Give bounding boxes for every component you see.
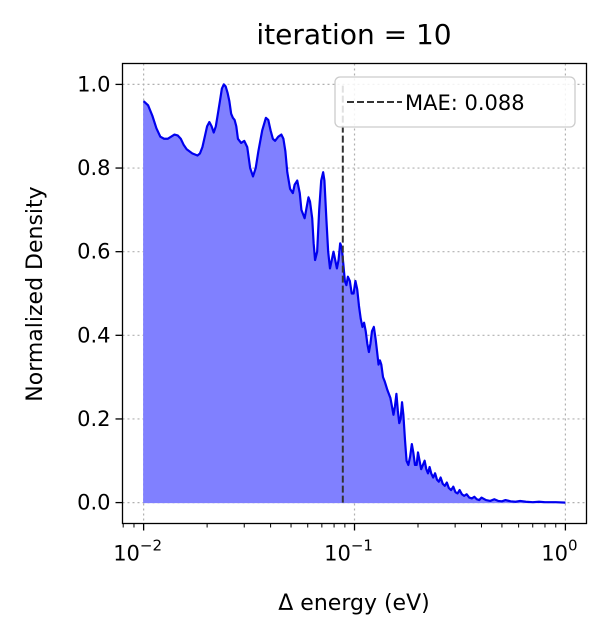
- y-tick-label: 1.0: [77, 72, 110, 96]
- chart-title: iteration = 10: [256, 18, 451, 51]
- legend-mae-label: MAE: 0.088: [405, 91, 525, 115]
- density-curve: [142, 83, 566, 504]
- legend-box: [334, 76, 576, 128]
- x-axis-label: Δ energy (eV): [278, 591, 429, 616]
- y-tick-label: 0.8: [77, 156, 110, 180]
- y-axis-ticks: 0.0 0.2 0.4 0.6 0.8 1.0: [77, 72, 123, 515]
- x-tick-label: 10−2: [113, 537, 162, 566]
- x-tick-label: 100: [541, 537, 577, 566]
- y-tick-label: 0.2: [77, 407, 110, 431]
- y-axis-label: Normalized Density: [23, 186, 48, 401]
- legend: MAE: 0.088: [334, 76, 576, 128]
- density-line: [142, 83, 566, 504]
- y-tick-label: 0.6: [77, 240, 110, 264]
- y-tick-label: 0.0: [77, 491, 110, 515]
- x-tick-label: 10−1: [324, 537, 373, 566]
- x-axis-ticks: 10−2 10−1 100: [113, 523, 578, 566]
- y-tick-label: 0.4: [77, 323, 110, 347]
